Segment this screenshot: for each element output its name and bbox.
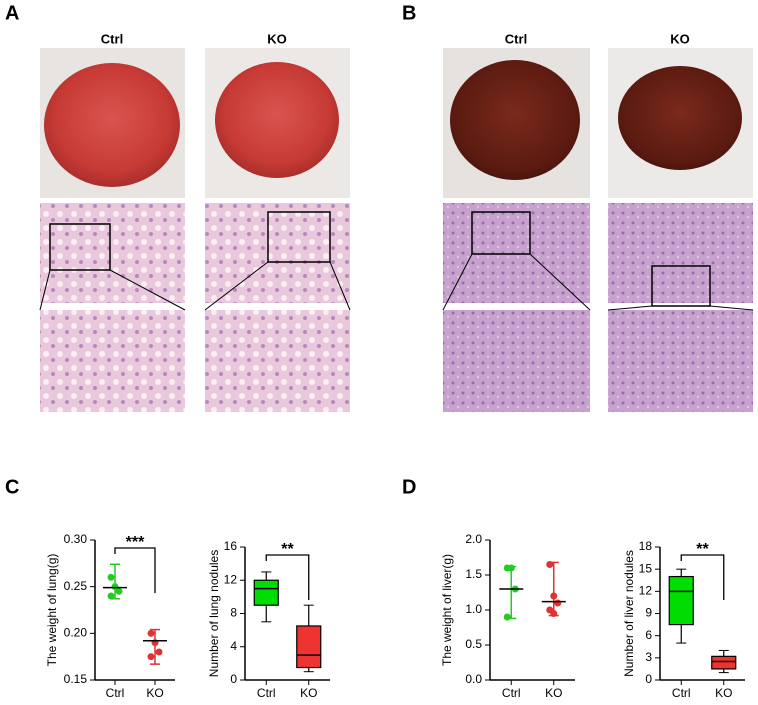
data-point xyxy=(155,648,163,656)
data-point xyxy=(107,592,115,600)
x-tick-label: KO xyxy=(715,686,732,700)
box xyxy=(253,579,279,606)
panel-label: C xyxy=(5,476,19,498)
y-tick-label: 0 xyxy=(645,672,652,686)
panel-label: B xyxy=(402,2,416,24)
y-axis-label: The weight of liver(g) xyxy=(440,554,454,666)
significance: ** xyxy=(281,541,294,558)
data-point xyxy=(503,613,511,621)
y-tick-label: 15 xyxy=(639,561,653,575)
significance: ** xyxy=(696,541,709,558)
data-point xyxy=(147,629,155,637)
box xyxy=(711,655,737,670)
column-label: KO xyxy=(670,31,690,46)
y-tick-label: 9 xyxy=(645,606,652,620)
y-tick-label: 0 xyxy=(230,672,237,686)
y-tick-label: 12 xyxy=(639,584,653,598)
photos xyxy=(39,48,754,412)
y-axis-label: The weight of lung(g) xyxy=(45,554,59,667)
x-tick-label: KO xyxy=(300,686,317,700)
y-tick-label: 16 xyxy=(224,539,238,553)
x-tick-label: KO xyxy=(146,686,163,700)
data-point xyxy=(115,587,123,595)
significance-bracket xyxy=(680,554,725,600)
y-tick-label: 0.15 xyxy=(64,672,88,686)
y-tick-label: 0.20 xyxy=(64,626,88,640)
y-tick-label: 2.0 xyxy=(465,532,482,546)
x-tick-label: Ctrl xyxy=(106,686,125,700)
x-tick-label: KO xyxy=(545,686,562,700)
box xyxy=(296,625,322,669)
data-point xyxy=(107,573,115,581)
column-label: Ctrl xyxy=(505,31,527,46)
panel-label: A xyxy=(5,2,19,24)
significance-bracket xyxy=(114,547,156,593)
y-tick-label: 4 xyxy=(230,639,237,653)
y-tick-label: 6 xyxy=(645,628,652,642)
x-tick-label: Ctrl xyxy=(502,686,521,700)
y-tick-label: 12 xyxy=(224,572,238,586)
box xyxy=(668,575,694,626)
column-label: KO xyxy=(267,31,287,46)
column-label: Ctrl xyxy=(101,31,123,46)
data-point xyxy=(147,653,155,661)
significance: *** xyxy=(126,534,145,551)
x-tick-label: Ctrl xyxy=(257,686,276,700)
y-axis-label: Number of liver nodules xyxy=(622,550,636,677)
y-tick-label: 3 xyxy=(645,650,652,664)
x-tick-label: Ctrl xyxy=(672,686,691,700)
y-axis-label: Number of lung nodules xyxy=(207,550,221,677)
panel-label: D xyxy=(402,476,416,498)
y-tick-label: 0.5 xyxy=(465,637,482,651)
data-point xyxy=(554,599,562,607)
y-tick-label: 1.5 xyxy=(465,567,482,581)
y-tick-label: 8 xyxy=(230,606,237,620)
y-tick-label: 18 xyxy=(639,539,653,553)
y-tick-label: 0.30 xyxy=(64,532,88,546)
y-tick-label: 0.0 xyxy=(465,672,482,686)
y-tick-label: 0.25 xyxy=(64,579,88,593)
significance-bracket xyxy=(265,554,310,600)
y-tick-label: 1.0 xyxy=(465,602,482,616)
